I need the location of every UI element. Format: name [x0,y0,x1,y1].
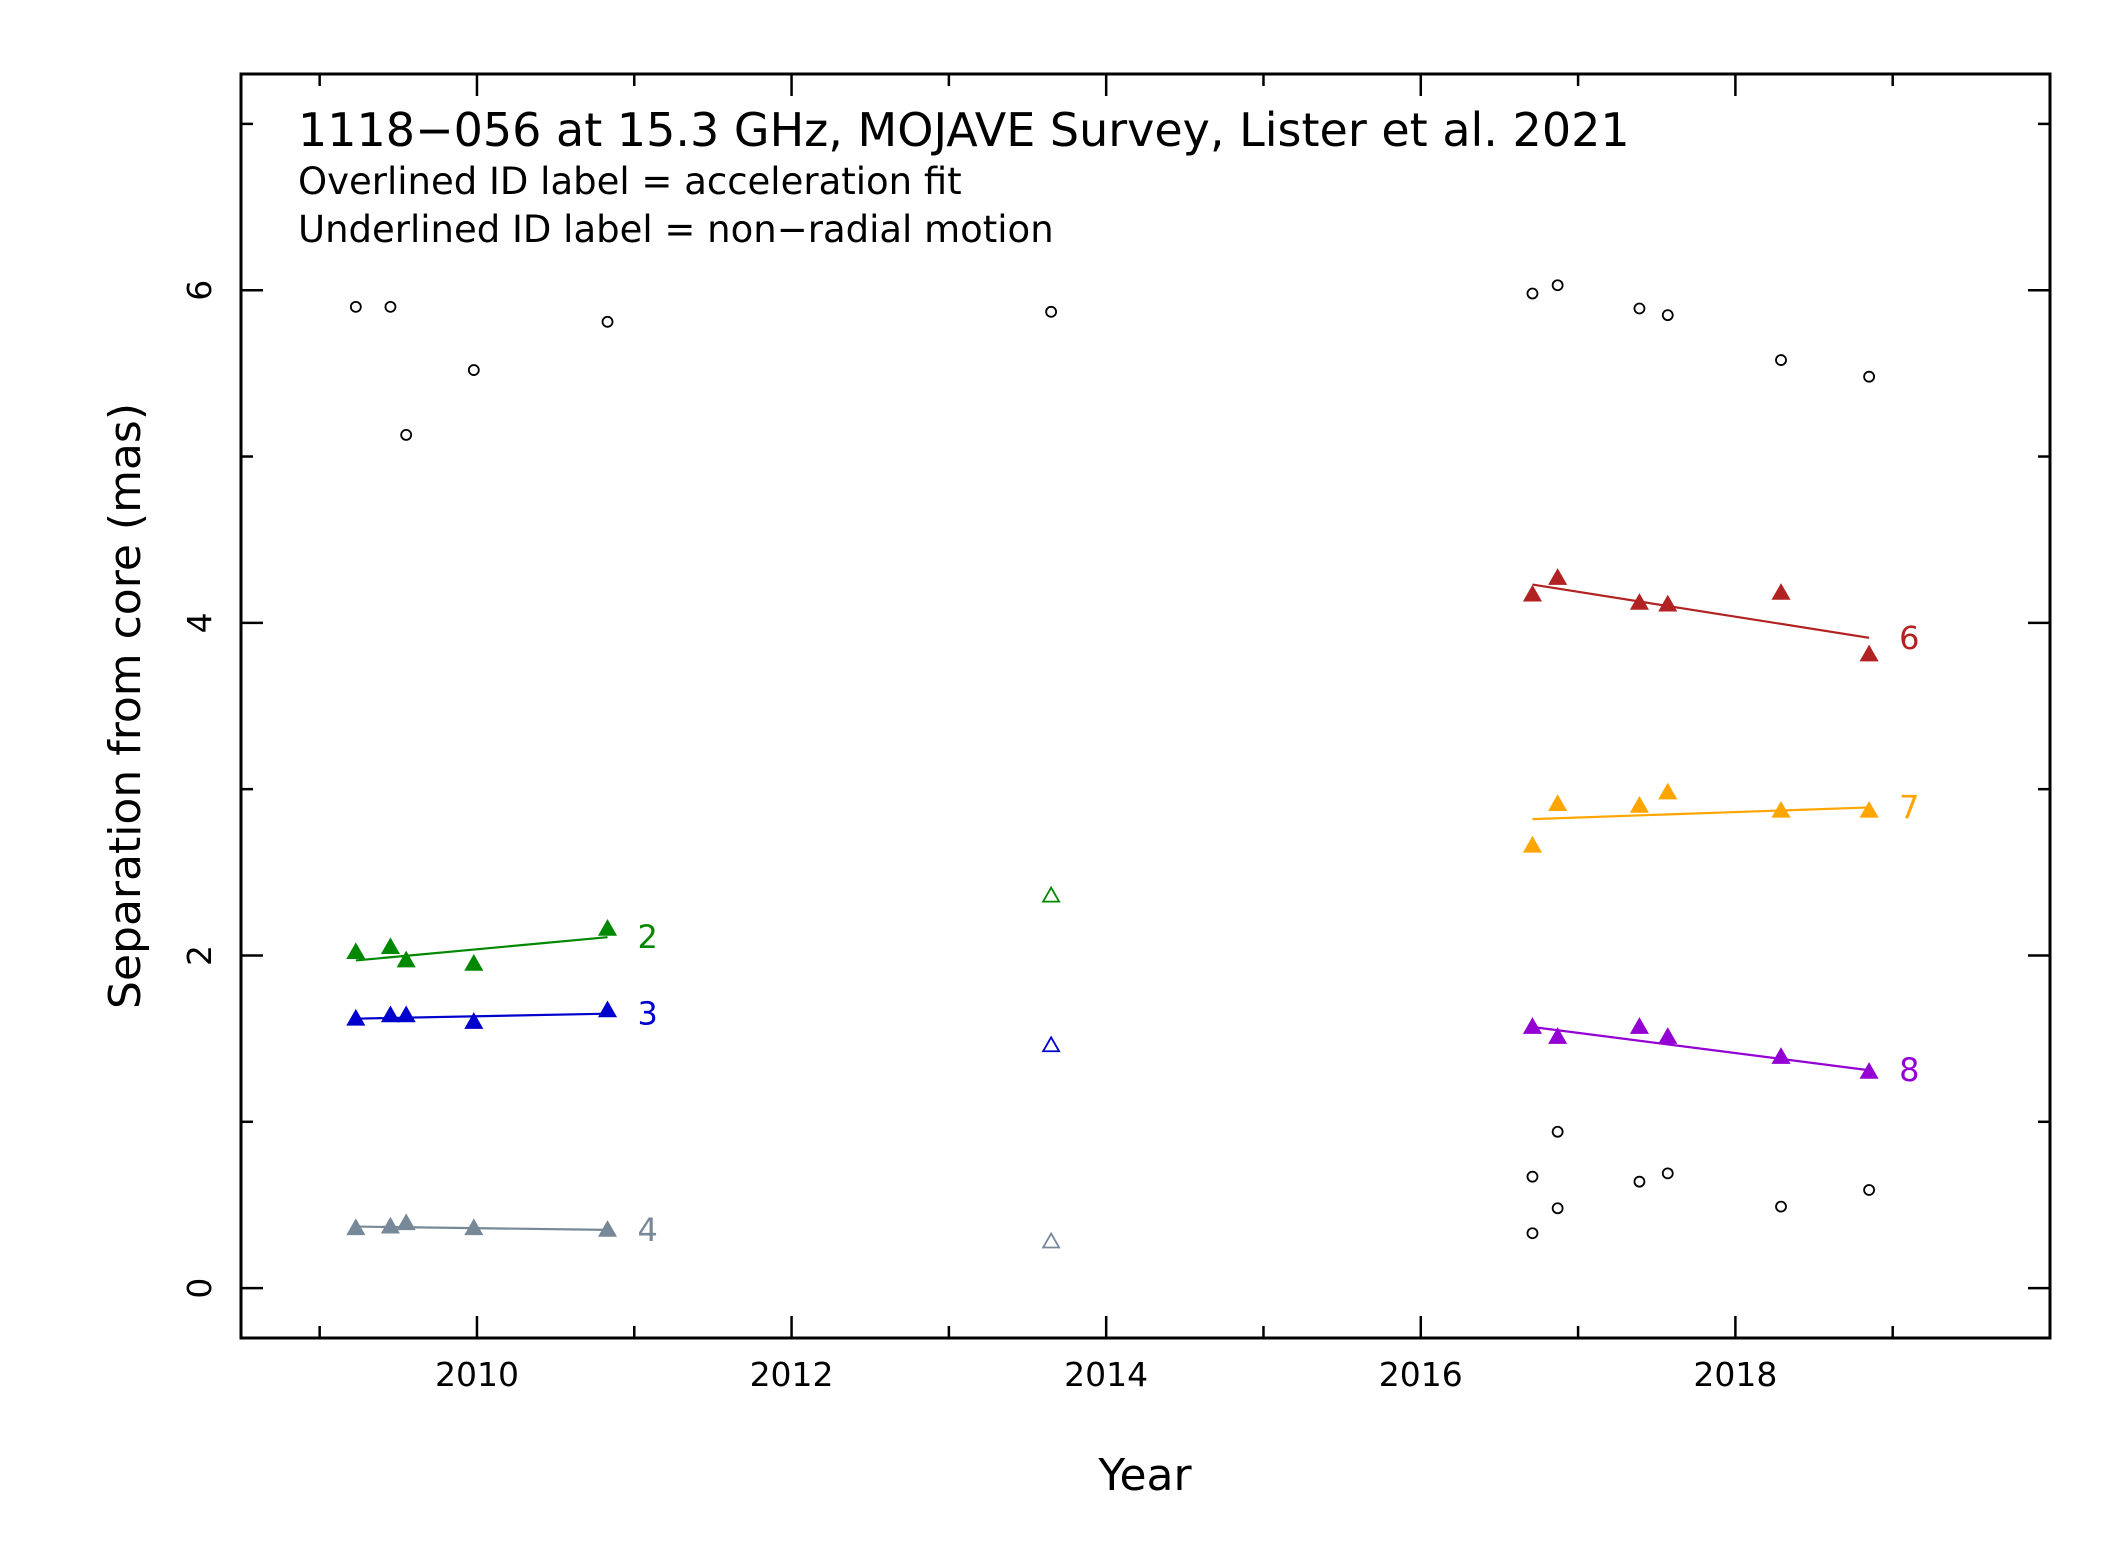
unassociated-point [1661,1167,1674,1180]
x-tick-label: 2016 [1379,1355,1463,1394]
series-label-3: 3 [638,995,658,1033]
data-point-7 [1771,800,1791,818]
data-point-2 [597,919,618,936]
data-points [346,279,1879,1249]
unassociated-point [384,300,397,313]
y-tick-label: 6 [180,280,219,301]
x-tick-label: 2018 [1693,1355,1777,1394]
unassociated-point [400,429,413,441]
axis-ticks [241,74,2052,1338]
y-axis-title: Separation from core (mas) [100,403,151,1009]
data-point-6 [1629,593,1649,610]
data-point-7 [1522,835,1543,853]
unassociated-point [1045,305,1058,318]
plot-frame [239,72,2052,1340]
fit-line-3 [355,1012,608,1020]
fit-line-8 [1532,1025,1870,1072]
data-point-7 [1658,782,1678,800]
data-point-2 [464,953,484,971]
data-point-3 [464,1012,484,1029]
unassociated-point [1661,309,1674,322]
fit-line-7 [1532,806,1870,821]
data-point-8 [1548,1027,1568,1044]
data-point-4 [380,1216,400,1234]
data-point-3 [380,1005,400,1023]
data-point-4 [346,1218,366,1236]
fit-line-4 [355,1225,608,1231]
fit-lines [355,583,1870,1231]
y-tick-label: 4 [180,612,219,633]
subtitle-overlined-note: Overlined ID label = acceleration fit [298,160,962,203]
unassociated-point [1551,279,1564,292]
unassociated-point [467,364,480,376]
data-point-8 [1771,1047,1791,1064]
y-tick-label: 0 [180,1278,219,1299]
x-tick-label: 2012 [750,1355,834,1394]
unassociated-point [349,300,362,313]
data-point-6 [1658,594,1678,612]
x-axis-title: Year [1097,1450,1192,1501]
x-tick-label: 2014 [1064,1355,1148,1394]
data-point-8 [1658,1027,1678,1044]
fit-line-2 [355,936,608,962]
data-point-6 [1771,583,1791,600]
unassociated-point [1633,302,1646,315]
unassigned-triangle [1041,1035,1061,1053]
data-point-7 [1548,794,1568,812]
unassociated-point [601,315,614,328]
unassociated-point [1775,1200,1787,1213]
unassigned-triangle [1041,1231,1061,1249]
series-label-4: 4 [638,1211,658,1249]
x-tick-label: 2010 [435,1355,519,1394]
series-labels: 2 3 4 6 7 8 [638,619,1920,1249]
unassociated-point [1551,1125,1564,1138]
data-point-2 [346,942,366,960]
unassociated-point [1633,1175,1646,1188]
data-point-4 [464,1218,484,1236]
data-point-7 [1629,795,1649,813]
data-point-7 [1859,800,1879,818]
unassociated-point [1863,1184,1875,1196]
series-label-6: 6 [1899,619,1919,657]
chart-title: 1118−056 at 15.3 GHz, MOJAVE Survey, Lis… [298,103,1630,157]
data-point-6 [1522,584,1543,602]
data-point-3 [597,1000,618,1018]
unassociated-point [1526,287,1539,300]
unassigned-triangle [1041,885,1061,903]
series-label-2: 2 [638,918,658,956]
subtitle-underlined-note: Underlined ID label = non−radial motion [298,208,1054,251]
unassociated-point [1526,1227,1539,1240]
data-point-4 [396,1213,416,1231]
data-point-8 [1629,1017,1649,1034]
data-point-3 [346,1008,366,1026]
fit-line-6 [1532,583,1870,639]
data-point-2 [380,937,400,955]
data-point-8 [1859,1062,1879,1079]
unassociated-point [1863,370,1875,383]
series-label-7: 7 [1899,788,1919,826]
unassociated-point [1551,1202,1564,1215]
series-label-8: 8 [1899,1051,1919,1089]
data-point-6 [1859,644,1879,662]
unassociated-point [1526,1170,1539,1183]
data-point-6 [1548,568,1568,585]
data-point-4 [597,1220,618,1237]
y-tick-label: 2 [180,945,219,966]
data-point-3 [396,1005,416,1023]
data-point-8 [1522,1017,1543,1034]
unassociated-point [1775,354,1787,366]
data-point-2 [396,950,416,968]
tick-labels: 2010 2012 2014 2016 2018 0 2 4 6 [180,280,1777,1394]
